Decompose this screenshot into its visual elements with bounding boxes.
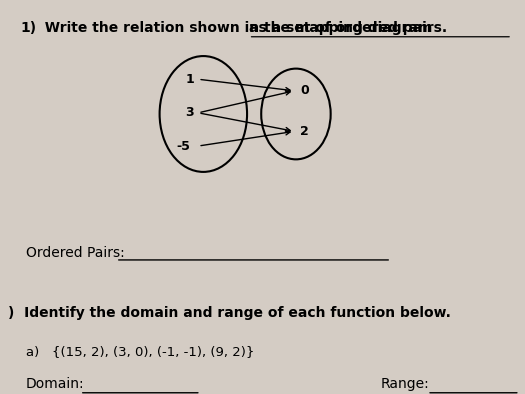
Text: Ordered Pairs:: Ordered Pairs: bbox=[26, 246, 124, 260]
Text: 1: 1 bbox=[185, 73, 194, 86]
Text: Domain:: Domain: bbox=[26, 377, 85, 391]
Text: 0: 0 bbox=[300, 84, 309, 97]
Text: as a set of ordered pairs.: as a set of ordered pairs. bbox=[249, 21, 447, 35]
Text: Range:: Range: bbox=[381, 377, 429, 391]
Text: 3: 3 bbox=[185, 106, 194, 119]
Text: Write the relation shown in the mapping diagram: Write the relation shown in the mapping … bbox=[35, 21, 437, 35]
Text: 1): 1) bbox=[20, 21, 37, 35]
Text: -5: -5 bbox=[177, 139, 191, 152]
Text: a)   {(15, 2), (3, 0), (-1, -1), (9, 2)}: a) {(15, 2), (3, 0), (-1, -1), (9, 2)} bbox=[26, 345, 254, 358]
Text: 2: 2 bbox=[300, 125, 309, 138]
Text: )  Identify the domain and range of each function below.: ) Identify the domain and range of each … bbox=[8, 306, 450, 320]
